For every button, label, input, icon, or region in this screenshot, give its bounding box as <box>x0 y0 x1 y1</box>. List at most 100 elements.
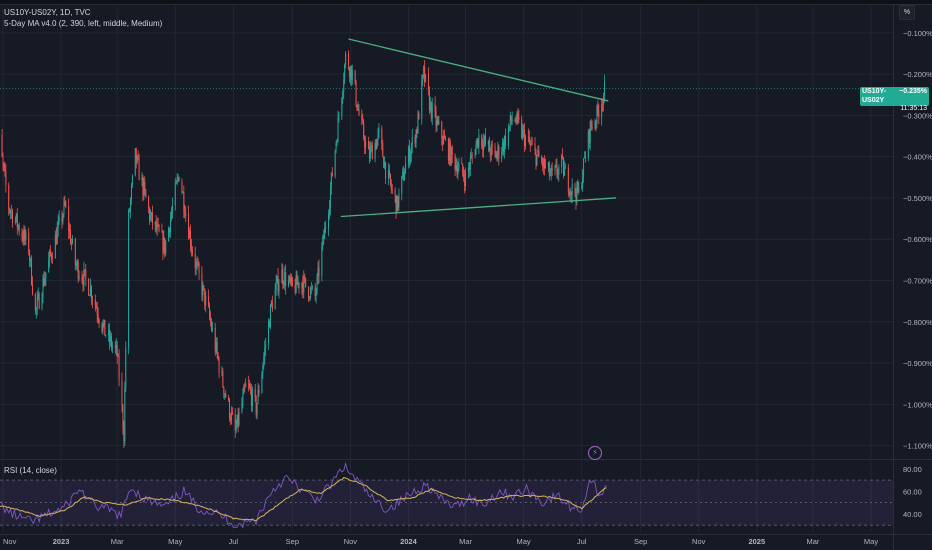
candle-body <box>601 104 603 118</box>
candle-body <box>491 144 493 147</box>
candle-body <box>482 145 484 150</box>
candle-body <box>11 210 13 212</box>
candle-body <box>69 229 71 232</box>
candle-body <box>510 115 512 122</box>
candle-body <box>61 216 63 222</box>
candle-body <box>321 246 323 276</box>
candle-body <box>283 282 285 285</box>
time-tick-label: Mar <box>111 537 124 546</box>
price-badge-symbol: US10Y-US02Y <box>862 88 887 104</box>
candle-body <box>396 196 398 214</box>
candle-body <box>43 278 45 286</box>
candle-body <box>32 284 34 294</box>
candle-body <box>369 148 371 159</box>
candle-body <box>577 182 579 192</box>
candle-body <box>4 167 6 172</box>
candle-body <box>102 324 104 331</box>
candle-body <box>323 236 325 239</box>
candle-body <box>276 276 278 283</box>
candle-body <box>304 275 306 278</box>
candle-body <box>578 187 580 192</box>
candle-body <box>17 225 19 228</box>
time-tick-label: May <box>517 537 531 546</box>
candle-body <box>165 241 167 254</box>
candle-body <box>254 388 256 397</box>
candle-body <box>397 196 399 208</box>
candle-body <box>317 267 319 277</box>
candle-body <box>124 387 126 442</box>
candle-body <box>511 119 513 122</box>
candle-body <box>155 221 157 231</box>
percent-scale-button[interactable]: % <box>899 5 915 20</box>
candle-body <box>344 64 346 81</box>
candle-body <box>411 136 413 146</box>
time-tick-label: May <box>864 537 878 546</box>
candle-body <box>391 189 393 191</box>
candle-body <box>342 91 344 99</box>
candle-body <box>230 412 232 421</box>
candle-body <box>361 115 363 120</box>
candle-body <box>417 113 419 134</box>
candle-body <box>121 380 123 406</box>
candle-body <box>476 138 478 145</box>
candle-body <box>190 245 192 250</box>
candle-body <box>308 286 310 298</box>
candle-body <box>329 188 331 209</box>
candle-body <box>42 278 44 298</box>
candle-body <box>129 210 131 212</box>
candle-body <box>441 121 443 139</box>
candle-body <box>545 165 546 168</box>
candle-body <box>531 143 533 145</box>
candle-body <box>447 139 449 161</box>
candle-body <box>82 280 84 286</box>
candle-body <box>249 384 251 388</box>
last-price-badge: US10Y-US02Y −0.235% 11:35:13 <box>860 87 929 112</box>
candle-body <box>358 109 360 116</box>
candle-body <box>202 285 204 296</box>
candle-body <box>281 269 283 284</box>
candle-body <box>443 135 445 144</box>
indicator-legend[interactable]: 5-Day MA v4.0 (2, 390, left, middle, Med… <box>4 19 163 28</box>
candle-body <box>208 296 210 306</box>
candle-body <box>451 147 453 156</box>
candle-body <box>398 193 400 208</box>
candle-body <box>175 181 177 184</box>
candle-body <box>282 269 284 283</box>
candle-body <box>385 161 387 179</box>
candle-body <box>315 292 317 297</box>
candle-body <box>485 136 487 145</box>
candle-body <box>550 167 552 174</box>
candle-body <box>151 212 153 225</box>
candle-body <box>429 102 431 111</box>
candle-body <box>130 185 132 200</box>
candle-body <box>136 156 138 163</box>
candle-body <box>204 288 206 306</box>
rsi-legend[interactable]: RSI (14, close) <box>4 466 57 475</box>
candle-body <box>310 288 312 289</box>
candle-body <box>309 288 311 299</box>
candle-body <box>587 130 589 159</box>
candle-body <box>363 122 365 139</box>
candle-body <box>170 212 172 219</box>
trendline[interactable] <box>340 197 616 218</box>
lightning-icon[interactable]: ⚡ <box>588 446 602 460</box>
candle-body <box>154 221 156 225</box>
candle-body <box>541 157 543 162</box>
candle-body <box>211 328 213 330</box>
price-tick-label: −0.700% <box>903 277 932 286</box>
candle-body <box>163 237 165 253</box>
candle-body <box>364 138 366 148</box>
candle-body <box>591 126 593 129</box>
symbol-legend[interactable]: US10Y-US02Y, 1D, TVC <box>4 8 91 17</box>
trendlines[interactable] <box>340 38 616 218</box>
candle-body <box>56 228 58 244</box>
rsi-tick-label: 60.00 <box>903 487 922 496</box>
candle-body <box>261 373 263 394</box>
candle-body <box>291 277 293 286</box>
candle-body <box>221 371 223 373</box>
candle-body <box>589 121 591 144</box>
candle-body <box>37 293 39 299</box>
trendline[interactable] <box>348 38 609 102</box>
candle-body <box>316 276 318 293</box>
